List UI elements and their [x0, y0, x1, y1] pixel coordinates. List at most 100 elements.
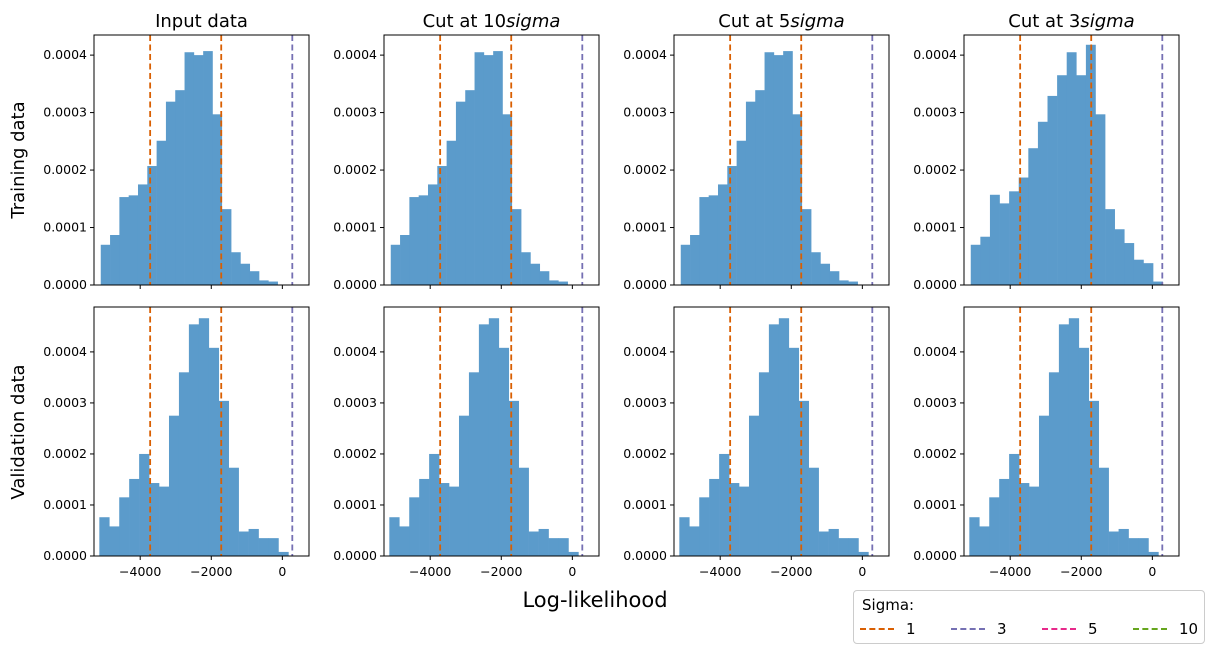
histogram-bar	[1048, 372, 1060, 556]
histogram-bar	[427, 184, 438, 285]
y-tick-label: 0.0000	[913, 548, 957, 563]
histogram-bar	[1153, 281, 1163, 285]
histogram-bar	[389, 517, 400, 556]
axes-frame	[93, 34, 310, 286]
histogram-bar	[539, 271, 550, 285]
histogram-bar	[768, 324, 780, 556]
y-tick-label: 0.0000	[333, 548, 377, 563]
y-tick-label: 0.0001	[913, 220, 957, 235]
x-tick-label: −2000	[770, 564, 812, 579]
y-tick-label: 0.0003	[333, 105, 377, 120]
histogram-bar	[1028, 148, 1039, 285]
histogram-bar	[709, 478, 720, 556]
histogram-bar	[858, 551, 869, 556]
histogram-bar	[1114, 229, 1125, 285]
histogram-bar	[989, 194, 1000, 285]
histogram-bar	[502, 114, 513, 285]
histogram-bar	[109, 526, 120, 556]
histogram-bar	[1105, 209, 1115, 285]
y-tick-label: 0.0004	[913, 47, 957, 62]
histogram-bar	[198, 318, 210, 556]
histogram-bar	[1133, 259, 1144, 285]
histogram-bar	[449, 486, 460, 556]
x-tick-label: 0	[278, 564, 286, 579]
histogram-bar	[1038, 415, 1050, 556]
histogram-bar	[699, 197, 709, 285]
histogram-bar	[1148, 551, 1159, 556]
y-tick-label: 0.0001	[333, 220, 377, 235]
histogram-bar	[110, 235, 120, 285]
histogram-bar	[1076, 75, 1087, 285]
histogram-bar	[193, 55, 204, 285]
histogram-bar	[773, 55, 784, 285]
histogram-bar	[100, 244, 111, 285]
histogram-bar	[717, 184, 728, 285]
histogram-bar	[1009, 453, 1020, 556]
histogram-bar	[679, 517, 690, 556]
histogram-bar	[829, 271, 840, 285]
histogram-bar	[119, 197, 129, 285]
histogram-bar	[139, 453, 150, 556]
axes-frame	[673, 34, 890, 286]
axes-frame	[963, 306, 1180, 557]
y-tick-label: 0.0000	[333, 277, 377, 292]
legend-label: 3	[997, 620, 1007, 638]
histogram-bar	[736, 140, 747, 285]
y-tick-label: 0.0001	[43, 497, 87, 512]
y-tick-label: 0.0000	[913, 277, 957, 292]
histogram-bar	[548, 538, 559, 556]
histogram-bar	[474, 52, 485, 285]
histogram-bar	[465, 90, 475, 285]
histogram-bar	[188, 324, 200, 556]
histogram-bar	[788, 347, 800, 556]
legend-label: 5	[1088, 620, 1098, 638]
histogram-bar	[538, 528, 549, 556]
histogram-bar	[390, 244, 401, 285]
legend-swatch-sigma-10	[1133, 628, 1167, 630]
histogram-bar	[212, 114, 223, 285]
histogram-bar	[498, 347, 510, 556]
figure-xlabel: Log-likelihood	[522, 588, 667, 612]
y-tick-label: 0.0004	[913, 344, 957, 359]
histogram-bar	[838, 538, 849, 556]
y-tick-label: 0.0002	[623, 162, 667, 177]
histogram-bar	[1085, 44, 1096, 286]
histogram-bar	[1098, 467, 1109, 556]
histogram-bar	[1128, 538, 1139, 556]
y-tick-label: 0.0002	[43, 162, 87, 177]
histogram-bar	[558, 281, 568, 285]
histogram-bar	[240, 263, 251, 285]
legend-item-sigma-5: 5	[1042, 620, 1133, 638]
histogram-bar	[468, 372, 480, 556]
histogram-bar	[1124, 243, 1135, 285]
histogram-bar	[238, 531, 249, 556]
histogram-bar	[699, 497, 710, 556]
axes-frame	[673, 306, 890, 557]
histogram-bar	[149, 483, 160, 556]
histogram-bar	[248, 528, 259, 556]
histogram-bar	[783, 51, 793, 286]
x-tick-label: −2000	[480, 564, 522, 579]
histogram-bar	[437, 166, 447, 285]
histogram-bar	[419, 478, 430, 556]
histogram-bar	[409, 497, 420, 556]
histogram-bar	[147, 166, 157, 285]
histogram-bar	[178, 372, 190, 556]
histogram-bar	[1095, 114, 1106, 285]
histogram-bar	[818, 531, 829, 556]
histogram-bar	[446, 140, 457, 285]
subplot-training-data-1: 0.0000 0.0001 0.0002 0.0003 0.0004 Cut at 10s…	[333, 11, 600, 292]
histogram-bar	[511, 209, 522, 285]
histogram-bar	[521, 252, 531, 285]
legend-swatch-sigma-3	[951, 628, 985, 630]
histogram-bar	[727, 166, 737, 285]
histogram-bar	[801, 209, 812, 285]
y-tick-label: 0.0004	[333, 47, 377, 62]
histogram-bar	[1138, 538, 1149, 556]
x-tick-label: −4000	[699, 564, 741, 579]
subplot-validation-data-0: 0.0000 0.0001 0.0002 0.0003 0.0004 −4000 −2000…	[43, 306, 310, 579]
y-tick-label: 0.0002	[43, 446, 87, 461]
x-tick-label: −4000	[119, 564, 161, 579]
y-tick-label: 0.0001	[43, 220, 87, 235]
histogram-bar	[729, 483, 740, 556]
